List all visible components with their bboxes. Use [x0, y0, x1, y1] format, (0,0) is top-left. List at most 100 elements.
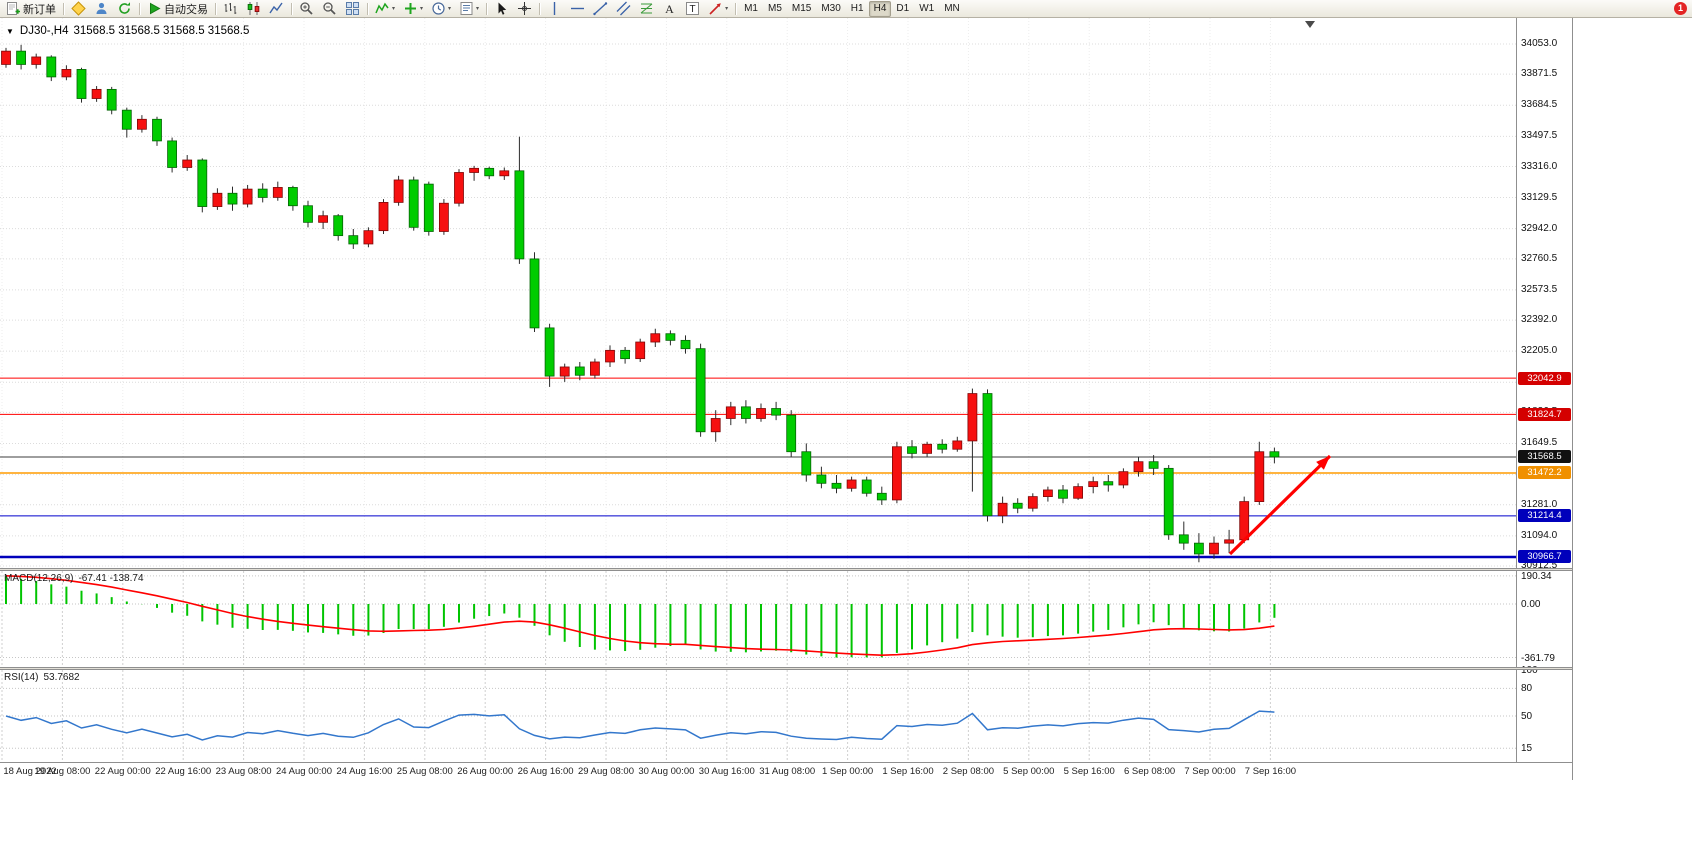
panel-divider[interactable]	[0, 667, 1572, 670]
toolbar-separator	[735, 2, 737, 15]
tf-m5-button[interactable]: M5	[763, 1, 787, 17]
time-label: 26 Aug 00:00	[457, 766, 514, 777]
tile-windows-button[interactable]	[341, 1, 364, 17]
tf-h1-button[interactable]: H1	[846, 1, 869, 17]
horizontal-line-button[interactable]	[566, 1, 589, 17]
channel-button[interactable]	[612, 1, 635, 17]
trend-icon	[593, 1, 608, 16]
tf-m15-button[interactable]: M15	[787, 1, 816, 17]
fibo-icon	[639, 1, 654, 16]
toolbar-separator	[486, 2, 488, 15]
candles-icon	[246, 1, 261, 16]
price-tick-label: 31649.5	[1521, 437, 1558, 449]
tf-d1-button[interactable]: D1	[891, 1, 914, 17]
tile-icon	[345, 1, 360, 16]
candles	[1, 44, 1280, 563]
vline-icon	[547, 1, 562, 16]
time-label: 5 Sep 16:00	[1063, 766, 1115, 777]
rsi-line	[5, 710, 1275, 741]
main-chart[interactable]	[0, 18, 1516, 568]
price-tick-label: 33316.0	[1521, 160, 1558, 172]
panel-divider[interactable]	[0, 568, 1572, 571]
periods-button[interactable]: ▾	[427, 1, 455, 17]
chart-header: ▼ DJ30-,H4 31568.5 31568.5 31568.5 31568…	[6, 25, 249, 37]
indicator-icon	[375, 1, 390, 16]
tf-m15-button-label: M15	[791, 3, 812, 14]
diamond-icon	[71, 1, 86, 16]
price-tick-label: 32392.0	[1521, 314, 1558, 326]
charts-button[interactable]	[67, 1, 90, 17]
price-tick-label: 30912.5	[1521, 560, 1558, 571]
tf-m30-button[interactable]: M30	[816, 1, 845, 17]
price-badge: 32042.9	[1518, 371, 1571, 385]
tf-m1-button[interactable]: M1	[739, 1, 763, 17]
textA-icon: A	[662, 1, 677, 16]
arrow-annotation[interactable]	[1228, 454, 1332, 556]
rsi-scale-label: 80	[1521, 683, 1533, 695]
template-icon	[459, 1, 474, 16]
templates-button[interactable]: ▾	[455, 1, 483, 17]
fibonacci-button[interactable]	[635, 1, 658, 17]
chart-symbol-period: DJ30-,H4	[19, 25, 69, 37]
text-button[interactable]: A	[658, 1, 681, 17]
tf-m30-button-label: M30	[821, 3, 841, 14]
play-icon	[147, 1, 162, 16]
tf-h4-button[interactable]: H4	[868, 0, 892, 17]
rsi-panel[interactable]	[0, 670, 1516, 762]
tf-m5-button-label: M5	[767, 3, 782, 14]
refresh-icon	[117, 1, 132, 16]
profile-button[interactable]	[90, 1, 113, 17]
chart-shift-marker[interactable]	[1305, 21, 1315, 28]
tf-h1-button-label: H1	[850, 3, 864, 14]
rsi-label: RSI(14) 53.7682	[4, 672, 80, 683]
time-label: 1 Sep 16:00	[882, 766, 934, 777]
chart-dropdown-icon[interactable]: ▼	[6, 26, 14, 36]
candlestick-chart-button[interactable]	[242, 1, 265, 17]
time-axis[interactable]: 18 Aug 2022 19 Aug 08:00 22 Aug 00:00 22 Au…	[0, 762, 1572, 780]
time-label: 23 Aug 08:00	[215, 766, 272, 777]
price-tick-label: 31094.0	[1521, 529, 1558, 541]
trendline-button[interactable]	[589, 1, 612, 17]
add-object-button[interactable]: ▾	[399, 1, 427, 17]
notification-badge[interactable]: 1	[1674, 2, 1687, 15]
bar-chart-button[interactable]	[219, 1, 242, 17]
tf-mn-button[interactable]: MN	[939, 1, 965, 17]
price-axis[interactable]: 34053.0 33871.5 33684.5 33497.5 33316.0 33129…	[1516, 18, 1573, 780]
caret-down-icon: ▾	[448, 6, 452, 12]
time-label: 2 Sep 08:00	[942, 766, 995, 777]
caret-down-icon: ▾	[476, 6, 480, 12]
cursor-button[interactable]	[490, 1, 513, 17]
caret-down-icon: ▾	[392, 6, 396, 12]
autotrade-button[interactable]: 自动交易	[143, 1, 212, 17]
rsi-name: RSI(14)	[4, 672, 39, 683]
new-order-button[interactable]: 新订单	[2, 1, 60, 17]
time-label: 24 Aug 00:00	[276, 766, 332, 777]
time-label: 29 Aug 08:00	[578, 766, 634, 777]
toolbar-separator	[367, 2, 368, 15]
label-button[interactable]: T	[681, 1, 704, 17]
arrowtool-icon	[708, 1, 723, 16]
macd-panel[interactable]	[0, 571, 1516, 667]
price-tick-label: 31281.0	[1521, 498, 1558, 510]
zoom-out-button[interactable]	[318, 1, 341, 17]
indicators-button[interactable]: ▾	[371, 1, 399, 17]
zoomin-icon	[299, 1, 314, 16]
time-label: 26 Aug 16:00	[517, 766, 574, 777]
time-label: 22 Aug 16:00	[155, 766, 212, 777]
crosshair-button[interactable]	[513, 1, 536, 17]
tf-w1-button[interactable]: W1	[914, 1, 939, 17]
time-label: 24 Aug 16:00	[336, 766, 393, 777]
svg-text:A: A	[665, 2, 674, 16]
channel-icon	[616, 1, 631, 16]
rsi-scale-label: 50	[1521, 711, 1533, 722]
refresh-button[interactable]	[113, 1, 136, 17]
line-chart-button[interactable]	[265, 1, 288, 17]
zoom-in-button[interactable]	[295, 1, 318, 17]
caret-down-icon: ▾	[420, 6, 424, 12]
time-label: 19 Aug 08:00	[34, 766, 91, 777]
price-badge: 31214.4	[1518, 509, 1571, 523]
vertical-line-button[interactable]	[543, 1, 566, 17]
arrows-button[interactable]: ▾	[704, 1, 732, 17]
hline-icon	[570, 1, 585, 16]
